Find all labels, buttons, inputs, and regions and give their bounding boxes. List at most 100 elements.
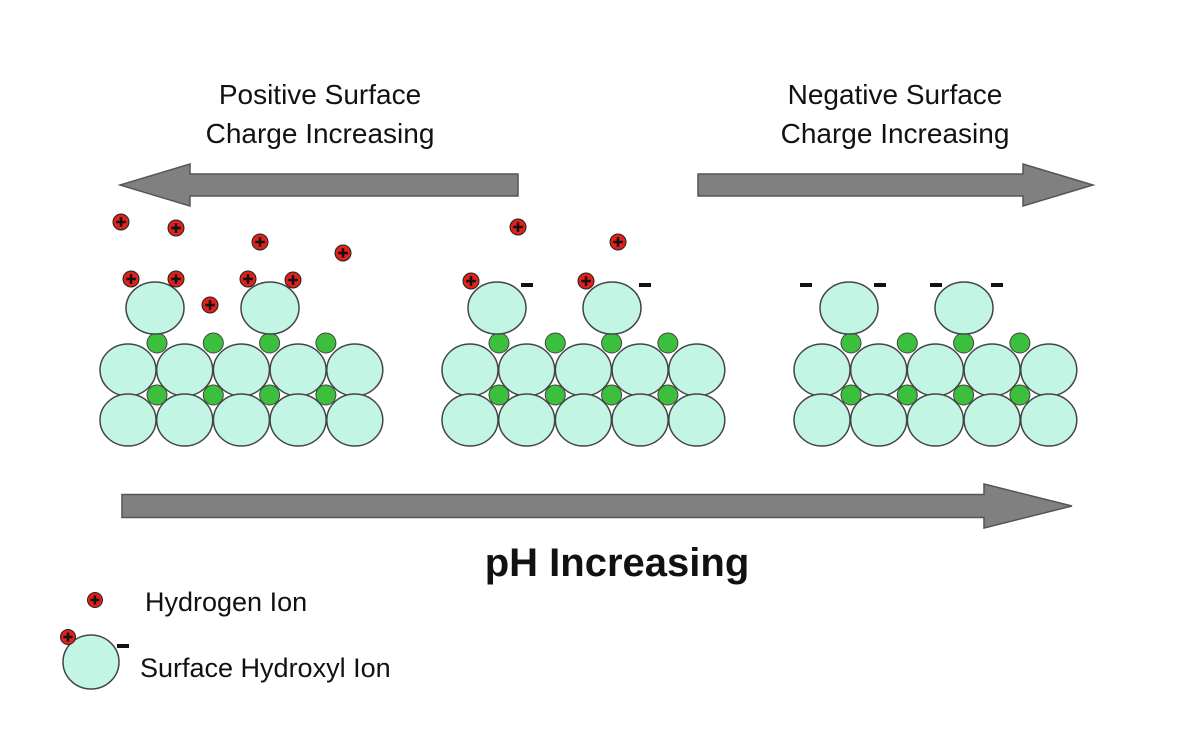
bond-atom <box>315 332 337 354</box>
hydrogen-ion-icon <box>462 272 480 290</box>
bond-atom <box>953 384 975 406</box>
surface-cluster <box>441 281 726 447</box>
surface-hydroxyl <box>934 281 994 335</box>
plus-icon <box>243 274 253 284</box>
surface-atom <box>906 343 965 397</box>
plus-icon <box>205 300 215 310</box>
legend-hydroxyl-icon <box>62 634 120 690</box>
surface-atom <box>668 343 726 397</box>
plus-icon <box>513 222 523 232</box>
minus-charge-icon <box>930 283 942 287</box>
surface-atom <box>155 343 214 397</box>
plus-icon <box>171 274 181 284</box>
bond-atom <box>259 332 281 354</box>
plus-icon <box>338 248 348 258</box>
surface-cluster <box>793 281 1078 447</box>
surface-atom <box>1020 343 1078 397</box>
hydrogen-ion-icon <box>509 218 527 236</box>
surface-atom <box>1020 393 1078 447</box>
bond-atom <box>840 332 862 354</box>
bond-atom <box>259 384 281 406</box>
surface-atom <box>99 393 157 447</box>
surface-atom <box>326 393 384 447</box>
surface-hydroxyl <box>819 281 879 335</box>
bond-atom <box>657 384 679 406</box>
bond-atom <box>953 332 975 354</box>
plus-icon <box>90 595 100 605</box>
bond-atom <box>657 332 679 354</box>
bond-atom <box>896 384 918 406</box>
bond-atom <box>488 332 510 354</box>
surface-atom <box>497 393 556 447</box>
minus-charge-icon <box>521 283 533 287</box>
surface-atom <box>497 343 556 397</box>
surface-atom <box>155 393 214 447</box>
surface-hydroxyl <box>240 281 300 335</box>
bond-atom <box>1009 332 1031 354</box>
bond-atom <box>840 384 862 406</box>
minus-charge-icon <box>800 283 812 287</box>
hydrogen-ion-icon <box>251 233 269 251</box>
surface-atom <box>906 393 965 447</box>
hydrogen-ion-icon <box>201 296 219 314</box>
hydrogen-ion-icon <box>239 270 257 288</box>
hydrogen-ion-icon <box>87 592 103 608</box>
surface-atom <box>212 393 271 447</box>
surface-atom <box>441 393 499 447</box>
minus-charge-icon <box>991 283 1003 287</box>
surface-atom <box>611 393 669 447</box>
arrow-right-icon <box>697 162 1096 208</box>
surface-atom <box>441 343 499 397</box>
plus-icon <box>171 223 181 233</box>
left-label-line2: Charge Increasing <box>206 118 435 149</box>
minus-charge-icon <box>874 283 886 287</box>
plus-icon <box>581 276 591 286</box>
hydrogen-ion-icon <box>609 233 627 251</box>
bond-atom <box>315 384 337 406</box>
surface-atom <box>793 343 851 397</box>
surface-atom <box>269 393 327 447</box>
surface-hydroxyl <box>582 281 642 335</box>
surface-atom <box>212 343 271 397</box>
plus-icon <box>466 276 476 286</box>
bond-atom <box>1009 384 1031 406</box>
surface-atom <box>963 393 1021 447</box>
surface-atom <box>269 343 327 397</box>
hydrogen-ion-icon <box>167 270 185 288</box>
hydrogen-ion-icon <box>60 629 76 645</box>
surface-atom <box>554 343 613 397</box>
hydrogen-ion-icon <box>112 213 130 231</box>
surface-atom <box>99 343 157 397</box>
bond-atom <box>601 384 623 406</box>
plus-icon <box>613 237 623 247</box>
bond-atom <box>202 384 224 406</box>
legend-hydrogen-label: Hydrogen Ion <box>145 587 307 617</box>
bond-atom <box>544 332 566 354</box>
right-label-line2: Charge Increasing <box>781 118 1010 149</box>
bond-atom <box>146 332 168 354</box>
surface-atom <box>668 393 726 447</box>
surface-hydroxyl <box>125 281 185 335</box>
ph-arrow-icon <box>121 483 1073 529</box>
surface-atom <box>611 343 669 397</box>
ph-label: pH Increasing <box>485 541 750 585</box>
hydrogen-ion-icon <box>167 219 185 237</box>
surface-atom <box>326 343 384 397</box>
surface-atom <box>849 393 908 447</box>
surface-cluster <box>99 281 384 447</box>
right-label-line1: Negative Surface <box>788 79 1003 110</box>
plus-icon <box>126 274 136 284</box>
surface-atom <box>849 343 908 397</box>
bond-atom <box>146 384 168 406</box>
surface-atom <box>963 343 1021 397</box>
plus-icon <box>116 217 126 227</box>
plus-icon <box>63 632 73 642</box>
hydrogen-ion-icon <box>284 271 302 289</box>
surface-hydroxyl <box>467 281 527 335</box>
bond-atom <box>896 332 918 354</box>
arrow-left-icon <box>117 162 519 208</box>
legend-hydroxyl-label: Surface Hydroxyl Ion <box>140 653 391 683</box>
bond-atom <box>488 384 510 406</box>
hydrogen-ion-icon <box>577 272 595 290</box>
